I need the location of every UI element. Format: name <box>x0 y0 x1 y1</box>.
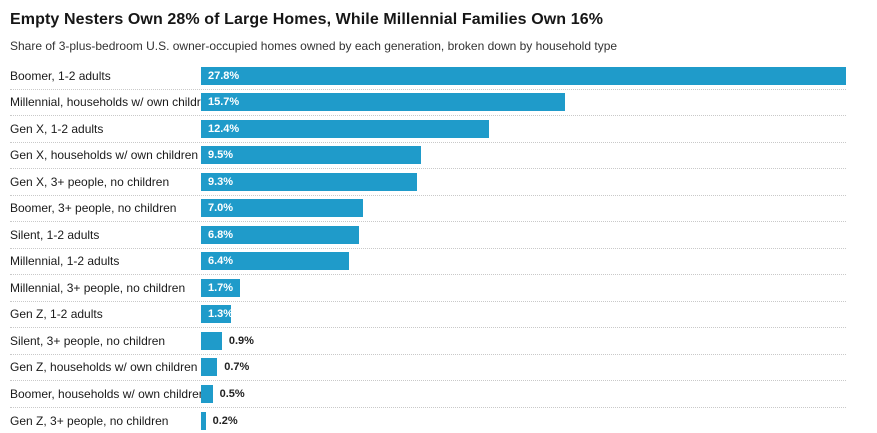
category-label: Silent, 3+ people, no children <box>10 333 166 348</box>
value-label: 0.7% <box>224 361 250 374</box>
bar-track: 0.2% <box>201 411 846 430</box>
bar-row: Boomer, households w/ own children 0.5% <box>10 381 846 408</box>
value-label: 27.8% <box>208 69 240 82</box>
bar <box>201 225 359 244</box>
value-label: 9.5% <box>208 149 234 162</box>
bar-track: 6.4% <box>201 252 846 271</box>
bar-row: Boomer, 1-2 adults 27.8% <box>10 63 846 90</box>
value-label: 0.2% <box>212 414 238 427</box>
bar-row: Boomer, 3+ people, no children 7.0% <box>10 196 846 222</box>
bar-track: 1.7% <box>201 278 846 297</box>
value-label: 1.3% <box>208 308 234 321</box>
bar-row: Millennial, 3+ people, no children 1.7% <box>10 275 846 302</box>
bar-track: 0.9% <box>201 331 846 350</box>
bar <box>201 252 350 271</box>
value-label: 12.4% <box>208 122 240 135</box>
bar-track: 9.3% <box>201 172 846 191</box>
bar-track: 0.5% <box>201 384 846 403</box>
category-label: Gen Z, 3+ people, no children <box>10 413 169 428</box>
bar-track: 12.4% <box>201 119 846 138</box>
bar <box>201 358 218 377</box>
category-label: Millennial, 1-2 adults <box>10 254 120 269</box>
bar-row: Gen Z, households w/ own children 0.7% <box>10 355 846 381</box>
bar <box>201 93 566 112</box>
value-label: 15.7% <box>208 96 240 109</box>
value-label: 0.9% <box>228 334 254 347</box>
chart-subtitle: Share of 3-plus-bedroom U.S. owner-occup… <box>10 39 618 53</box>
bar-row: Silent, 3+ people, no children 0.9% <box>10 328 846 355</box>
category-label: Gen X, 3+ people, no children <box>10 174 170 189</box>
category-label: Gen Z, households w/ own children <box>10 360 198 375</box>
bar <box>201 199 364 218</box>
category-label: Millennial, 3+ people, no children <box>10 280 186 295</box>
bar-row: Gen X, 3+ people, no children 9.3% <box>10 169 846 196</box>
bar <box>201 119 489 138</box>
category-label: Gen X, households w/ own children <box>10 148 199 163</box>
value-label: 0.5% <box>219 387 245 400</box>
bar-row: Millennial, 1-2 adults 6.4% <box>10 249 846 275</box>
bar <box>201 331 222 350</box>
chart-title: Empty Nesters Own 28% of Large Homes, Wh… <box>10 11 604 28</box>
bar-row: Gen Z, 3+ people, no children 0.2% <box>10 408 846 433</box>
category-label: Boomer, households w/ own children <box>10 386 201 401</box>
value-label: 6.8% <box>208 228 234 241</box>
category-label: Silent, 1-2 adults <box>10 227 100 242</box>
bar-row: Gen Z, 1-2 adults 1.3% <box>10 302 846 328</box>
bar-row: Millennial, households w/ own children 1… <box>10 90 846 116</box>
category-label: Gen X, 1-2 adults <box>10 121 104 136</box>
value-label: 1.7% <box>208 281 234 294</box>
bar-track: 27.8% <box>201 66 846 85</box>
bar-row: Silent, 1-2 adults 6.8% <box>10 222 846 249</box>
category-label: Boomer, 1-2 adults <box>10 68 111 83</box>
bar-row: Gen X, households w/ own children 9.5% <box>10 143 846 169</box>
bar-track: 15.7% <box>201 93 846 112</box>
bar <box>201 411 206 430</box>
bar <box>201 278 241 297</box>
bar-track: 6.8% <box>201 225 846 244</box>
bar-track: 1.3% <box>201 305 846 324</box>
bar-chart: Boomer, 1-2 adults 27.8% Millennial, hou… <box>10 63 846 433</box>
value-label: 9.3% <box>208 175 234 188</box>
category-label: Boomer, 3+ people, no children <box>10 201 177 216</box>
category-label: Gen Z, 1-2 adults <box>10 307 103 322</box>
bar <box>201 384 213 403</box>
bar <box>201 66 846 85</box>
value-label: 7.0% <box>208 202 234 215</box>
bar-track: 9.5% <box>201 146 846 165</box>
bar <box>201 172 417 191</box>
category-label: Millennial, households w/ own children <box>10 95 201 110</box>
bar <box>201 305 232 324</box>
bar-row: Gen X, 1-2 adults 12.4% <box>10 116 846 143</box>
value-label: 6.4% <box>208 255 234 268</box>
bar-track: 0.7% <box>201 358 846 377</box>
bar-track: 7.0% <box>201 199 846 218</box>
bar <box>201 146 422 165</box>
